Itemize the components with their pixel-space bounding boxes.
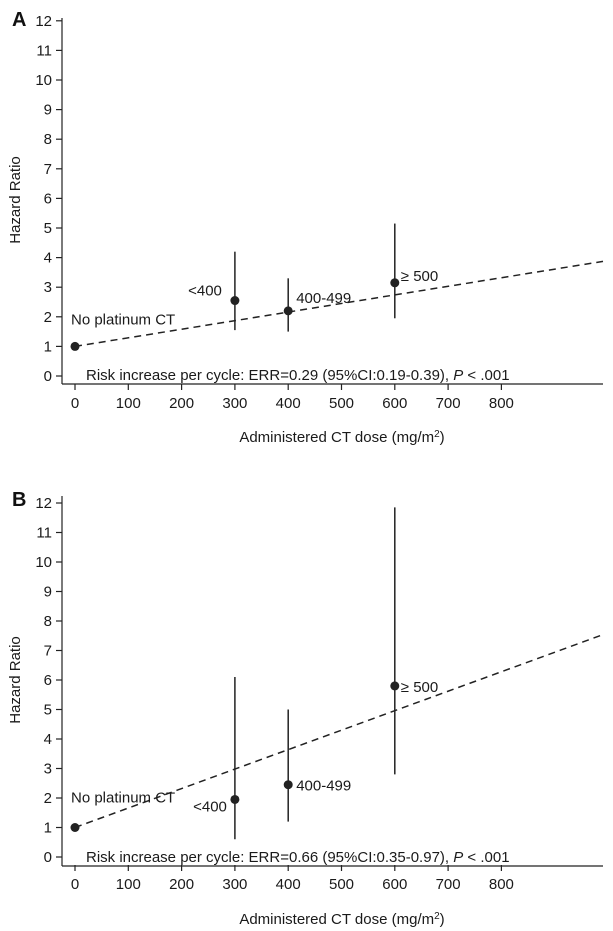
data-point — [70, 823, 80, 832]
y-tick-label: 3 — [44, 761, 52, 778]
x-tick-label: 800 — [489, 395, 514, 412]
x-ticks: 0 100 200 300 400 500 600 700 800 — [71, 384, 514, 412]
y-tick-label: 7 — [44, 643, 52, 660]
x-tick-label: 500 — [329, 395, 354, 412]
x-tick-label: 500 — [329, 876, 354, 893]
x-tick-label: 0 — [71, 395, 79, 412]
x-tick-label: 700 — [436, 395, 461, 412]
y-tick-label: 2 — [44, 790, 52, 807]
panel-letter-b: B — [12, 489, 26, 511]
x-tick-label: 300 — [222, 395, 247, 412]
y-tick-label: 0 — [44, 368, 52, 385]
data-point — [230, 296, 240, 306]
points-layer: No platinum CT <400 400-499 ≥ 500 — [70, 507, 438, 840]
y-tick-label: 11 — [36, 42, 52, 59]
risk-annotation: Risk increase per cycle: ERR=0.66 (95%CI… — [86, 849, 510, 866]
x-axis-title: Administered CT dose (mg/m2) — [239, 429, 444, 447]
point-label: ≥ 500 — [401, 268, 438, 285]
y-axis-title: Hazard Ratio — [7, 636, 24, 724]
trend-line — [74, 633, 604, 829]
x-tick-label: 0 — [71, 876, 79, 893]
y-tick-label: 0 — [44, 849, 52, 866]
x-tick-label: 200 — [169, 876, 194, 893]
y-tick-label: 11 — [36, 525, 52, 542]
y-tick-label: 4 — [44, 250, 52, 267]
y-tick-label: 6 — [44, 672, 52, 689]
panel-letter-a: A — [12, 9, 26, 31]
data-point — [390, 278, 400, 288]
point-label: ≥ 500 — [401, 679, 438, 696]
y-axis-title: Hazard Ratio — [7, 156, 24, 244]
point-label: <400 — [193, 798, 227, 815]
y-tick-label: 1 — [44, 338, 52, 355]
y-tick-label: 8 — [44, 613, 52, 630]
x-tick-label: 300 — [222, 876, 247, 893]
trend-layer — [74, 633, 604, 829]
data-point — [283, 306, 293, 316]
y-tick-label: 9 — [44, 102, 52, 119]
point-label: No platinum CT — [71, 790, 175, 807]
x-ticks: 0 100 200 300 400 500 600 700 800 — [71, 865, 514, 893]
x-tick-label: 600 — [382, 876, 407, 893]
x-tick-label: 100 — [116, 395, 141, 412]
trend-layer — [74, 260, 604, 348]
y-tick-label: 9 — [44, 584, 52, 601]
y-tick-label: 3 — [44, 279, 52, 296]
risk-annotation: Risk increase per cycle: ERR=0.29 (95%CI… — [86, 367, 510, 384]
x-tick-label: 600 — [382, 395, 407, 412]
trend-line — [74, 260, 604, 348]
y-tick-label: 5 — [44, 220, 52, 237]
x-tick-label: 800 — [489, 876, 514, 893]
y-tick-label: 4 — [44, 731, 52, 748]
point-label: 400-499 — [296, 778, 351, 795]
y-tick-label: 7 — [44, 161, 52, 178]
y-tick-label: 8 — [44, 131, 52, 148]
x-axis-title: Administered CT dose (mg/m2) — [239, 911, 444, 929]
y-tick-label: 6 — [44, 190, 52, 207]
y-tick-label: 12 — [35, 495, 52, 512]
x-tick-label: 700 — [436, 876, 461, 893]
y-tick-label: 10 — [35, 72, 52, 89]
point-label: <400 — [188, 283, 222, 300]
data-point — [230, 794, 240, 804]
point-label: 400-499 — [296, 290, 351, 307]
y-tick-label: 2 — [44, 309, 52, 326]
data-point — [390, 681, 400, 691]
points-layer: No platinum CT <400 400-499 ≥ 500 — [70, 223, 438, 351]
data-point — [70, 341, 80, 351]
data-point — [283, 780, 293, 790]
y-tick-label: 10 — [35, 554, 52, 571]
x-tick-label: 400 — [276, 395, 301, 412]
y-tick-label: 1 — [44, 820, 52, 837]
point-label: No platinum CT — [71, 311, 175, 328]
y-tick-label: 5 — [44, 702, 52, 719]
x-tick-label: 100 — [116, 876, 141, 893]
x-tick-label: 400 — [276, 876, 301, 893]
y-tick-label: 12 — [35, 13, 52, 30]
x-tick-label: 200 — [169, 395, 194, 412]
